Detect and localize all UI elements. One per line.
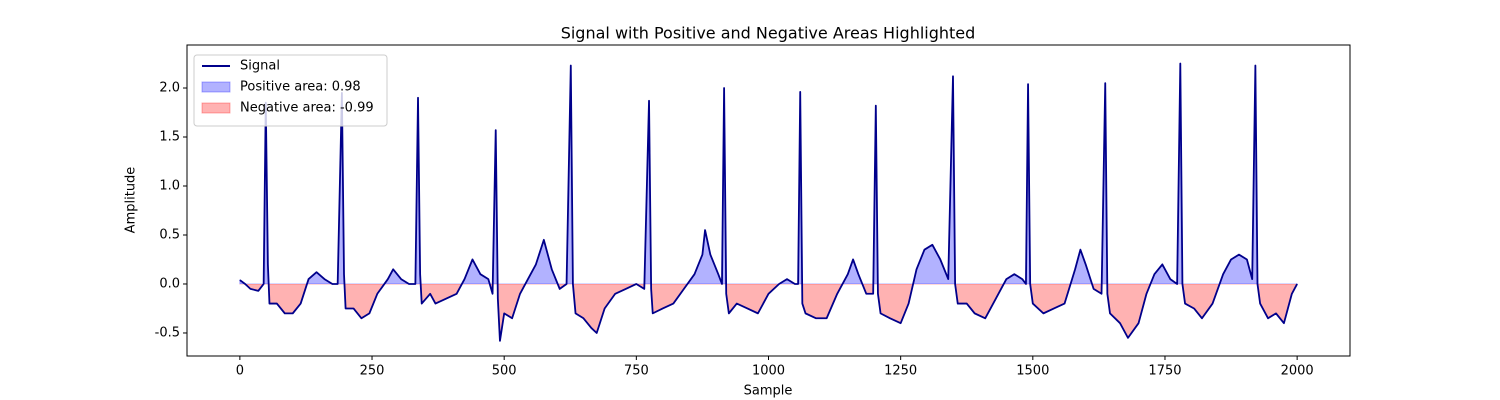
x-tick-label: 750 <box>624 364 649 379</box>
y-tick-label: 0.5 <box>159 227 180 242</box>
x-tick-label: 1250 <box>884 364 917 379</box>
legend-patch <box>201 102 231 114</box>
x-axis-label: Sample <box>744 384 793 399</box>
area-fill <box>239 283 1298 341</box>
chart-title: Signal with Positive and Negative Areas … <box>561 24 976 43</box>
legend-patch <box>201 81 231 93</box>
legend-box <box>193 54 388 127</box>
x-tick-label: 1750 <box>1148 364 1181 379</box>
legend-label: Signal <box>240 59 280 74</box>
x-tick-label: 2000 <box>1281 364 1314 379</box>
signal-line <box>239 62 1298 342</box>
x-tick-label: 0 <box>236 364 244 379</box>
legend-label: Positive area: 0.98 <box>240 80 361 95</box>
y-tick-label: 1.0 <box>159 178 180 193</box>
x-tick-label: 250 <box>360 364 385 379</box>
y-tick-label: 2.0 <box>159 81 180 96</box>
y-axis-label: Amplitude <box>124 167 139 234</box>
x-tick-label: 1500 <box>1016 364 1049 379</box>
x-tick-label: 1000 <box>752 364 785 379</box>
x-tick-label: 500 <box>492 364 517 379</box>
y-tick-label: 0.0 <box>159 276 180 291</box>
legend-label: Negative area: -0.99 <box>240 101 374 116</box>
y-tick-label: 1.5 <box>159 130 180 145</box>
y-tick-label: -0.5 <box>155 325 180 340</box>
